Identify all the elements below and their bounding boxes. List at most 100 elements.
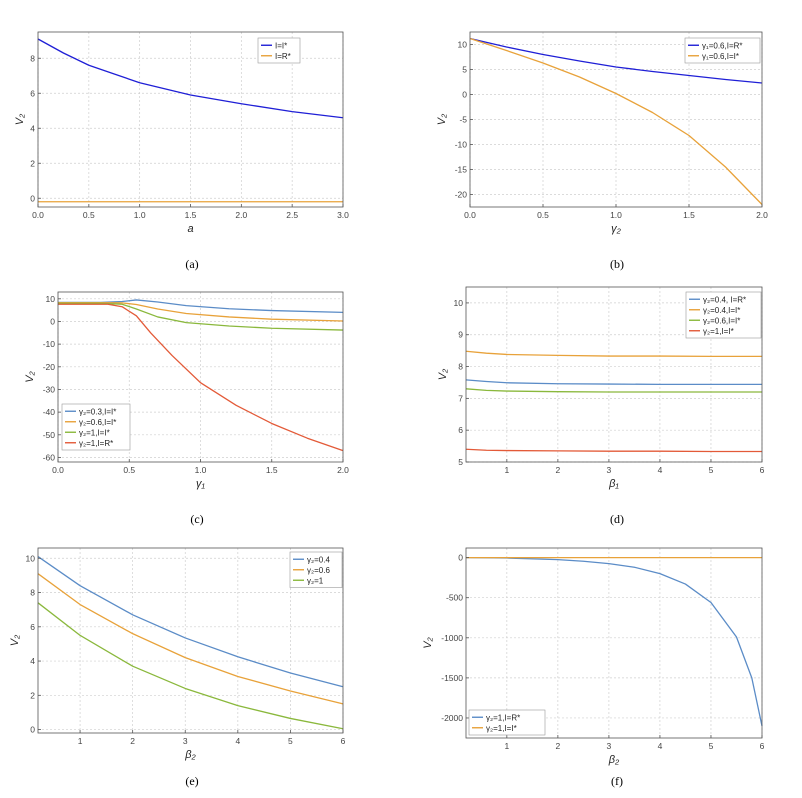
- series-line-2: [37, 573, 344, 705]
- y-tick-label: 0: [462, 90, 467, 100]
- y-axis-label: V₂: [422, 636, 434, 648]
- y-axis-label: V₂: [14, 113, 26, 125]
- x-tick-label: 6: [341, 736, 346, 746]
- y-tick-label: 9: [458, 330, 463, 340]
- chart-panel-b: 0.0 0.5 1.0 1.5 2.0 -20 -15 -10 -5 0 5 10 γ₂ V₂ γ₁=0.6…: [436, 31, 768, 271]
- y-tick-label: -500: [446, 593, 463, 603]
- x-axis-label: β₁: [608, 478, 619, 490]
- y-tick-label: -10: [455, 140, 468, 150]
- x-tick-label: 0.5: [83, 210, 95, 220]
- y-tick-label: -1500: [441, 673, 463, 683]
- panel-caption: (d): [610, 512, 624, 526]
- y-tick-label: 6: [458, 425, 463, 435]
- legend: γ₂=0.4 γ₂=0.6γ₂=1: [289, 551, 343, 588]
- y-axis-label: V₂: [436, 113, 448, 125]
- series-line-1: [37, 38, 344, 119]
- chart-panel-e: 1 2 3 4 5 6 0 2 4 6 8 10 β₂ V₂ γ₂=0.4 γ₂=0.6γ₂=1 (e): [9, 547, 346, 788]
- y-tick-label: 2: [30, 158, 35, 168]
- x-tick-label: 4: [658, 741, 663, 751]
- x-tick-label: 3.0: [337, 210, 349, 220]
- y-tick-label: -50: [43, 430, 56, 440]
- series-line-1: [465, 379, 762, 386]
- series-line-1: [469, 37, 763, 84]
- series-line-2: [469, 37, 763, 205]
- legend-entry: I=I*: [275, 41, 287, 50]
- y-tick-label: -5: [459, 115, 467, 125]
- series-line-4: [465, 448, 762, 453]
- x-tick-label: 6: [760, 465, 765, 475]
- y-tick-label: 7: [458, 393, 463, 403]
- y-tick-label: 8: [30, 588, 35, 598]
- legend-entry: γ₂=1: [307, 576, 324, 585]
- x-tick-label: 1.0: [610, 210, 622, 220]
- x-tick-label: 0.0: [464, 210, 476, 220]
- x-axis-label: a: [187, 223, 193, 235]
- y-tick-label: 8: [30, 53, 35, 63]
- y-tick-label: 2: [30, 690, 35, 700]
- x-tick-label: 3: [607, 465, 612, 475]
- legend: γ₁=0.6,I=R* γ₁=0.6,I=I*: [684, 37, 761, 64]
- legend-entry: γ₂=1,I=R*: [79, 439, 113, 448]
- legend-entry: γ₁=0.6,I=I*: [702, 52, 739, 61]
- x-tick-label: 2.0: [756, 210, 768, 220]
- y-tick-label: 4: [30, 656, 35, 666]
- x-tick-label: 3: [183, 736, 188, 746]
- x-tick-label: 5: [709, 465, 714, 475]
- y-tick-label: 6: [30, 622, 35, 632]
- legend-entry: γ₂=0.6: [307, 566, 330, 575]
- x-tick-label: 2: [555, 741, 560, 751]
- legend-entry: I=R*: [275, 52, 291, 61]
- x-tick-label: 1.0: [134, 210, 146, 220]
- y-tick-label: 10: [458, 40, 468, 50]
- chart-panel-d: 1 2 3 4 5 6 5 6 7 8 9 10 β₁ V₂ γ₂=0.4, I=R* γ₂=0.4,I=I*…: [437, 286, 765, 526]
- plot-frame: [465, 286, 763, 463]
- x-tick-label: 1.5: [185, 210, 197, 220]
- legend-entry: γ₂=1,I=R*: [486, 713, 520, 722]
- x-tick-label: 4: [658, 465, 663, 475]
- series-line-2: [465, 350, 762, 358]
- x-tick-label: 2.0: [337, 465, 349, 475]
- chart-panel-f: 1 2 3 4 5 6-2000-1500-1000-5000β₂V₂γ₂=1,I=R*γ…: [422, 547, 765, 788]
- x-tick-label: 1.0: [195, 465, 207, 475]
- panel-caption: (b): [610, 257, 624, 271]
- x-tick-label: 3: [607, 741, 612, 751]
- y-tick-label: 0: [50, 316, 55, 326]
- y-tick-label: 5: [462, 65, 467, 75]
- x-tick-label: 1: [78, 736, 83, 746]
- x-tick-label: 5: [288, 736, 293, 746]
- y-tick-label: -1000: [441, 633, 463, 643]
- legend: γ₂=0.4, I=R* γ₂=0.4,I=I*γ₂=0.6,I=I* γ₂=1,I…: [685, 291, 762, 339]
- y-tick-label: -60: [43, 452, 56, 462]
- y-tick-label: 6: [30, 88, 35, 98]
- x-tick-label: 0.0: [52, 465, 64, 475]
- chart-panel-a: 0.0 0.5 1.0 1.5 2.0 2.5 3.0 0 2 4 6 8 a V₂ I=I* I=R* (a): [14, 31, 349, 271]
- y-tick-label: 0: [30, 193, 35, 203]
- legend-entry: γ₂=0.4: [307, 555, 330, 564]
- legend-entry: γ₂=1,I=I*: [79, 428, 110, 437]
- plot-frame: [465, 547, 763, 739]
- y-tick-label: 10: [454, 298, 464, 308]
- y-tick-label: -15: [455, 165, 468, 175]
- legend-box: [468, 709, 546, 736]
- x-tick-label: 1: [504, 465, 509, 475]
- x-tick-label: 0.5: [537, 210, 549, 220]
- x-tick-label: 0.0: [32, 210, 44, 220]
- y-tick-label: -30: [43, 384, 56, 394]
- legend: I=I* I=R*: [257, 37, 301, 64]
- x-axis-label: γ₁: [196, 478, 206, 490]
- y-axis-label: V₂: [437, 368, 449, 380]
- x-tick-label: 2: [555, 465, 560, 475]
- y-tick-label: 10: [46, 294, 56, 304]
- y-tick-label: 0: [30, 725, 35, 735]
- y-tick-label: 5: [458, 457, 463, 467]
- series-line-3: [37, 602, 344, 730]
- x-axis-label: β₂: [184, 749, 196, 761]
- x-tick-label: 2.5: [286, 210, 298, 220]
- y-tick-label: 8: [458, 362, 463, 372]
- x-tick-label: 0.5: [123, 465, 135, 475]
- legend-entry: γ₂=0.4, I=R*: [703, 295, 746, 304]
- legend-entry: γ₂=0.3,I=I*: [79, 407, 116, 416]
- x-tick-label: 1: [504, 741, 509, 751]
- panel-caption: (c): [190, 512, 203, 526]
